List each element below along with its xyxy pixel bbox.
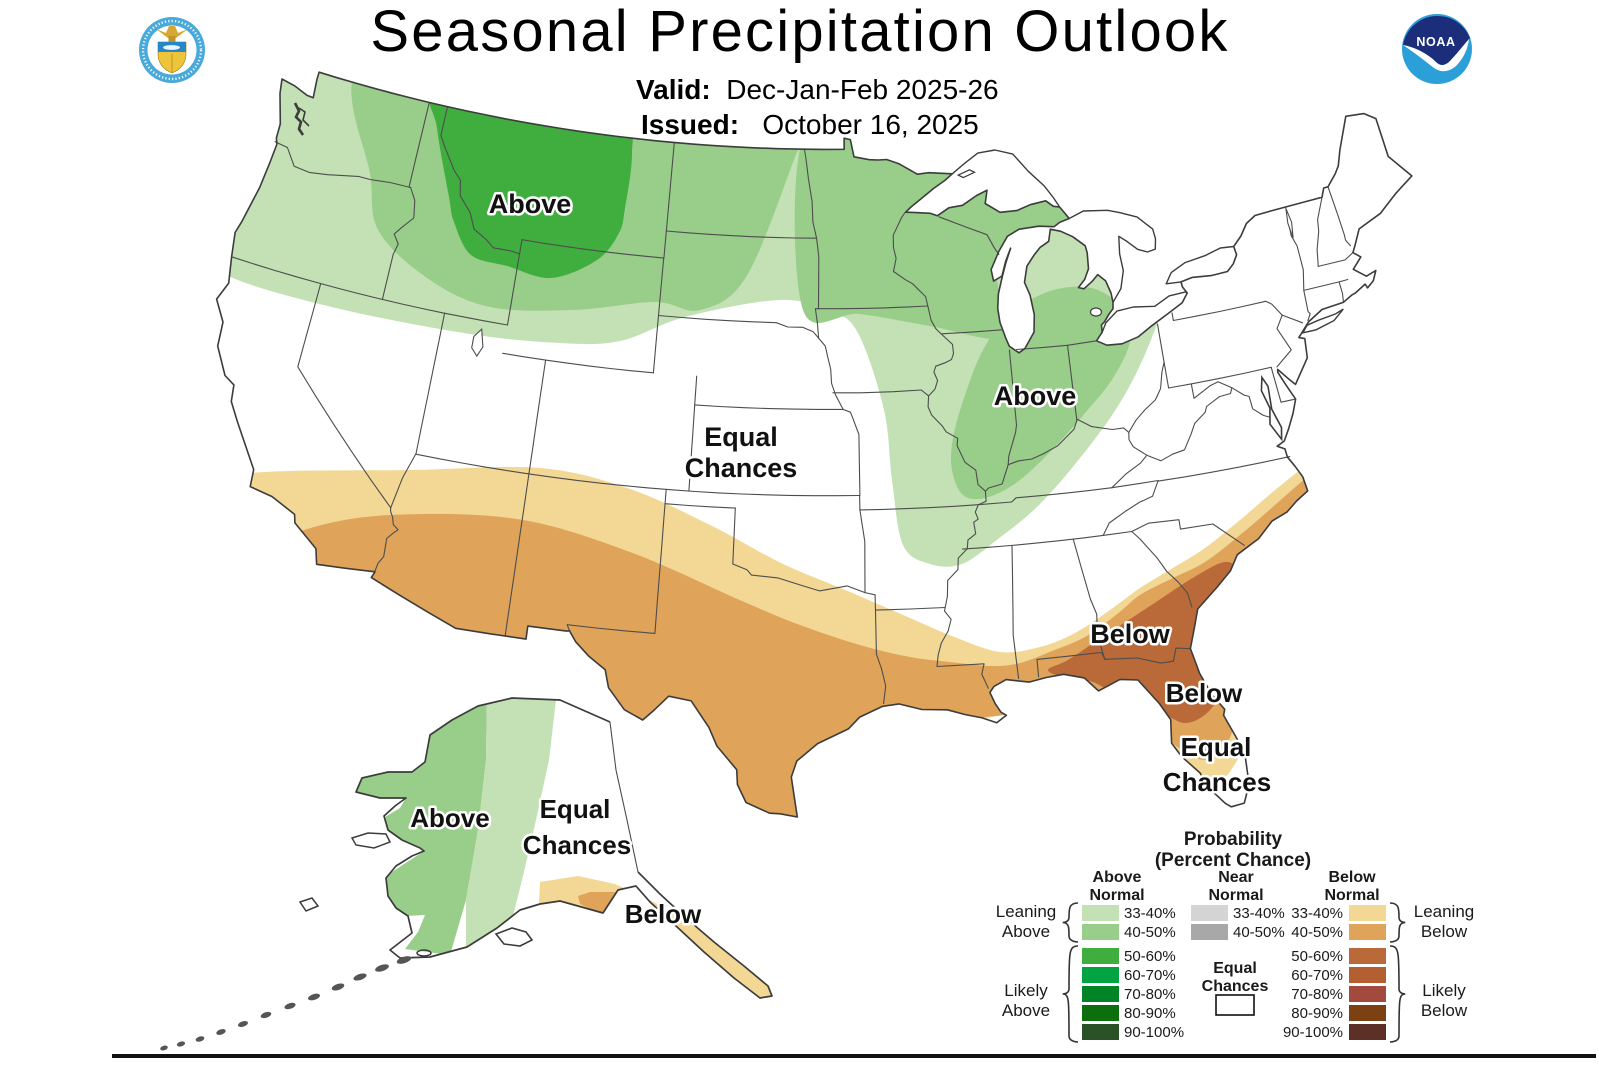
svg-text:Equal: Equal xyxy=(1213,960,1257,977)
svg-text:Above: Above xyxy=(994,381,1077,411)
svg-text:Below: Below xyxy=(1328,869,1376,886)
svg-text:50-60%: 50-60% xyxy=(1291,948,1343,965)
svg-text:40-50%: 40-50% xyxy=(1291,924,1343,941)
svg-text:80-90%: 80-90% xyxy=(1124,1005,1176,1022)
svg-text:Near: Near xyxy=(1218,869,1254,886)
svg-text:(Percent Chance): (Percent Chance) xyxy=(1155,850,1311,871)
svg-text:Below: Below xyxy=(1166,678,1243,708)
svg-text:Chances: Chances xyxy=(685,453,798,483)
svg-text:Above: Above xyxy=(1002,922,1050,941)
svg-text:NOAA: NOAA xyxy=(1416,35,1455,49)
svg-text:Above: Above xyxy=(1002,1001,1050,1020)
svg-text:90-100%: 90-100% xyxy=(1283,1024,1343,1041)
svg-text:Chances: Chances xyxy=(1202,978,1269,995)
svg-text:40-50%: 40-50% xyxy=(1124,924,1176,941)
svg-text:60-70%: 60-70% xyxy=(1291,967,1343,984)
svg-text:60-70%: 60-70% xyxy=(1124,967,1176,984)
svg-text:Equal: Equal xyxy=(540,794,611,824)
svg-text:Normal: Normal xyxy=(1208,887,1263,904)
svg-text:Chances: Chances xyxy=(523,830,631,860)
svg-text:Below: Below xyxy=(1421,1001,1468,1020)
svg-text:Above: Above xyxy=(1093,869,1142,886)
svg-text:70-80%: 70-80% xyxy=(1291,986,1343,1003)
svg-text:Below: Below xyxy=(1090,619,1171,649)
svg-text:Likely: Likely xyxy=(1422,981,1466,1000)
svg-text:90-100%: 90-100% xyxy=(1124,1024,1184,1041)
svg-text:33-40%: 33-40% xyxy=(1233,905,1285,922)
svg-text:Above: Above xyxy=(410,803,489,833)
svg-text:Equal: Equal xyxy=(704,422,778,452)
svg-text:80-90%: 80-90% xyxy=(1291,1005,1343,1022)
svg-text:33-40%: 33-40% xyxy=(1124,905,1176,922)
svg-text:Chances: Chances xyxy=(1163,767,1271,797)
svg-text:40-50%: 40-50% xyxy=(1233,924,1285,941)
svg-text:70-80%: 70-80% xyxy=(1124,986,1176,1003)
svg-text:50-60%: 50-60% xyxy=(1124,948,1176,965)
svg-text:Equal: Equal xyxy=(1181,732,1252,762)
svg-text:Leaning: Leaning xyxy=(1414,902,1475,921)
svg-text:33-40%: 33-40% xyxy=(1291,905,1343,922)
svg-text:Leaning: Leaning xyxy=(996,902,1057,921)
svg-text:Below: Below xyxy=(625,899,702,929)
svg-text:Above: Above xyxy=(489,189,572,219)
svg-text:Likely: Likely xyxy=(1004,981,1048,1000)
svg-text:Normal: Normal xyxy=(1089,887,1144,904)
svg-text:Below: Below xyxy=(1421,922,1468,941)
svg-text:Probability: Probability xyxy=(1184,829,1283,850)
svg-text:Normal: Normal xyxy=(1324,887,1379,904)
